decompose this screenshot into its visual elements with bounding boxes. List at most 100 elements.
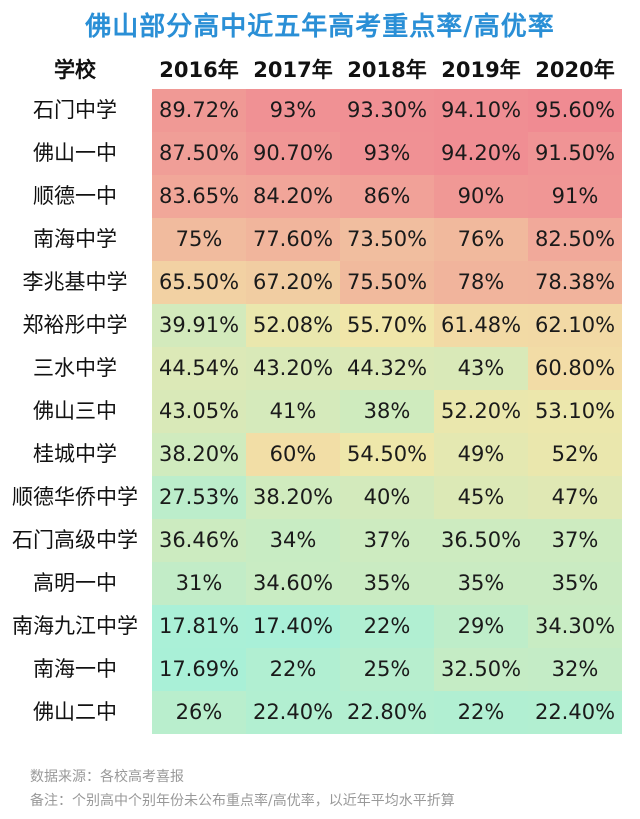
heatmap-cell: 17.69% bbox=[152, 648, 246, 691]
heatmap-cell: 43% bbox=[434, 347, 528, 390]
school-name: 石门中学 bbox=[0, 89, 150, 132]
heatmap-cell: 90.70% bbox=[246, 132, 340, 175]
heatmap-cell: 95.60% bbox=[528, 89, 622, 132]
school-name: 南海中学 bbox=[0, 218, 150, 261]
school-name: 南海一中 bbox=[0, 648, 150, 691]
heatmap-cell: 35% bbox=[528, 562, 622, 605]
heatmap-cell: 25% bbox=[340, 648, 434, 691]
heatmap-cell: 44.54% bbox=[152, 347, 246, 390]
heatmap-cell: 36.50% bbox=[434, 519, 528, 562]
remark-note: 备注：个别高中个别年份未公布重点率/高优率，以近年平均水平折算 bbox=[30, 793, 455, 809]
table-row: 南海中学 75% 77.60% 73.50% 76% 82.50% bbox=[0, 218, 640, 261]
heatmap-cell: 55.70% bbox=[340, 304, 434, 347]
table-row: 顺德华侨中学 27.53% 38.20% 40% 45% 47% bbox=[0, 476, 640, 519]
heatmap-cell: 52% bbox=[528, 433, 622, 476]
school-name: 三水中学 bbox=[0, 347, 150, 390]
heatmap-cell: 39.91% bbox=[152, 304, 246, 347]
heatmap-cell: 87.50% bbox=[152, 132, 246, 175]
table-row: 石门高级中学 36.46% 34% 37% 36.50% 37% bbox=[0, 519, 640, 562]
school-name: 南海九江中学 bbox=[0, 605, 150, 648]
heatmap-cell: 41% bbox=[246, 390, 340, 433]
heatmap-cell: 83.65% bbox=[152, 175, 246, 218]
heatmap-cell: 22% bbox=[340, 605, 434, 648]
heatmap-cell: 26% bbox=[152, 691, 246, 734]
heatmap-cell: 65.50% bbox=[152, 261, 246, 304]
school-name: 郑裕彤中学 bbox=[0, 304, 150, 347]
year-header-2016: 2016年 bbox=[159, 58, 239, 82]
heatmap-cell: 94.20% bbox=[434, 132, 528, 175]
heatmap-cell: 62.10% bbox=[528, 304, 622, 347]
heatmap-cell: 17.40% bbox=[246, 605, 340, 648]
school-name: 佛山三中 bbox=[0, 390, 150, 433]
heatmap-cell: 45% bbox=[434, 476, 528, 519]
heatmap-cell: 44.32% bbox=[340, 347, 434, 390]
heatmap-cell: 36.46% bbox=[152, 519, 246, 562]
school-name: 顺德一中 bbox=[0, 175, 150, 218]
heatmap-cell: 75% bbox=[152, 218, 246, 261]
data-source-note: 数据来源：各校高考喜报 bbox=[30, 769, 184, 785]
heatmap-cell: 35% bbox=[434, 562, 528, 605]
heatmap-cell: 90% bbox=[434, 175, 528, 218]
chart-title: 佛山部分高中近五年高考重点率/高优率 bbox=[85, 12, 555, 42]
school-name: 佛山一中 bbox=[0, 132, 150, 175]
table-header: 学校 2016年 2017年 2018年 2019年 2020年 bbox=[0, 50, 640, 90]
table-row: 郑裕彤中学 39.91% 52.08% 55.70% 61.48% 62.10% bbox=[0, 304, 640, 347]
heatmap-cell: 76% bbox=[434, 218, 528, 261]
heatmap-cell: 40% bbox=[340, 476, 434, 519]
heatmap-cell: 37% bbox=[528, 519, 622, 562]
heatmap-cell: 93% bbox=[340, 132, 434, 175]
heatmap-cell: 35% bbox=[340, 562, 434, 605]
heatmap-cell: 22.40% bbox=[528, 691, 622, 734]
school-name: 佛山二中 bbox=[0, 691, 150, 734]
heatmap-cell: 84.20% bbox=[246, 175, 340, 218]
heatmap-cell: 47% bbox=[528, 476, 622, 519]
heatmap-cell: 52.20% bbox=[434, 390, 528, 433]
heatmap-cell: 60% bbox=[246, 433, 340, 476]
heatmap-cell: 86% bbox=[340, 175, 434, 218]
table-row: 南海九江中学 17.81% 17.40% 22% 29% 34.30% bbox=[0, 605, 640, 648]
heatmap-cell: 91.50% bbox=[528, 132, 622, 175]
heatmap-cell: 38.20% bbox=[246, 476, 340, 519]
table-row: 桂城中学 38.20% 60% 54.50% 49% 52% bbox=[0, 433, 640, 476]
heatmap-cell: 60.80% bbox=[528, 347, 622, 390]
heatmap-cell: 82.50% bbox=[528, 218, 622, 261]
year-header-2020: 2020年 bbox=[535, 58, 615, 82]
heatmap-cell: 93% bbox=[246, 89, 340, 132]
heatmap-cell: 89.72% bbox=[152, 89, 246, 132]
table-row: 佛山二中 26% 22.40% 22.80% 22% 22.40% bbox=[0, 691, 640, 734]
heatmap-cell: 73.50% bbox=[340, 218, 434, 261]
heatmap-cell: 27.53% bbox=[152, 476, 246, 519]
table-row: 顺德一中 83.65% 84.20% 86% 90% 91% bbox=[0, 175, 640, 218]
table-row: 佛山一中 87.50% 90.70% 93% 94.20% 91.50% bbox=[0, 132, 640, 175]
school-name: 高明一中 bbox=[0, 562, 150, 605]
school-name: 桂城中学 bbox=[0, 433, 150, 476]
heatmap-cell: 22.80% bbox=[340, 691, 434, 734]
heatmap-cell: 22% bbox=[246, 648, 340, 691]
school-name: 顺德华侨中学 bbox=[0, 476, 150, 519]
table-row: 高明一中 31% 34.60% 35% 35% 35% bbox=[0, 562, 640, 605]
heatmap-cell: 43.20% bbox=[246, 347, 340, 390]
table-row: 李兆基中学 65.50% 67.20% 75.50% 78% 78.38% bbox=[0, 261, 640, 304]
heatmap-cell: 75.50% bbox=[340, 261, 434, 304]
heatmap-cell: 49% bbox=[434, 433, 528, 476]
heatmap-cell: 22% bbox=[434, 691, 528, 734]
heatmap-cell: 78.38% bbox=[528, 261, 622, 304]
heatmap-cell: 31% bbox=[152, 562, 246, 605]
heatmap-cell: 22.40% bbox=[246, 691, 340, 734]
year-header-2018: 2018年 bbox=[347, 58, 427, 82]
heatmap-cell: 32.50% bbox=[434, 648, 528, 691]
school-column-header: 学校 bbox=[54, 58, 96, 82]
heatmap-cell: 38.20% bbox=[152, 433, 246, 476]
heatmap-cell: 67.20% bbox=[246, 261, 340, 304]
heatmap-cell: 91% bbox=[528, 175, 622, 218]
school-name: 李兆基中学 bbox=[0, 261, 150, 304]
heatmap-cell: 61.48% bbox=[434, 304, 528, 347]
year-header-2017: 2017年 bbox=[253, 58, 333, 82]
school-name: 石门高级中学 bbox=[0, 519, 150, 562]
heatmap-cell: 52.08% bbox=[246, 304, 340, 347]
heatmap-cell: 34.30% bbox=[528, 605, 622, 648]
heatmap-cell: 53.10% bbox=[528, 390, 622, 433]
heatmap-cell: 78% bbox=[434, 261, 528, 304]
heatmap-cell: 17.81% bbox=[152, 605, 246, 648]
table-row: 佛山三中 43.05% 41% 38% 52.20% 53.10% bbox=[0, 390, 640, 433]
